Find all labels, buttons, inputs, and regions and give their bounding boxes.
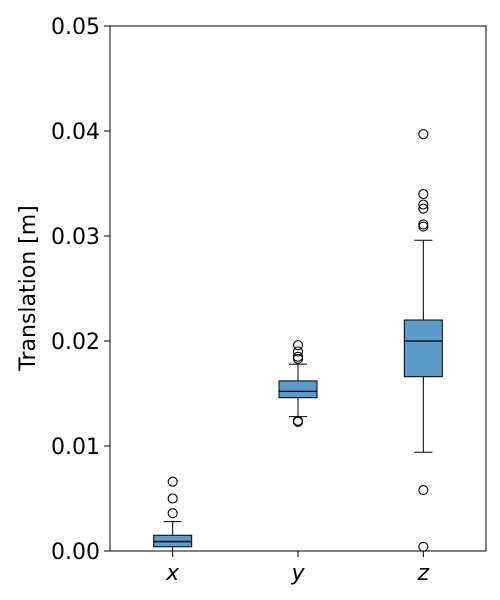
x-axis: x y z	[165, 551, 430, 586]
x-tick-label: y	[290, 561, 305, 586]
outlier-point	[292, 351, 304, 362]
y-tick-label: 0.02	[51, 330, 100, 355]
box-iqr	[278, 380, 318, 399]
plot-frame	[109, 25, 487, 552]
outlier-point	[292, 340, 304, 351]
box-group-z	[403, 129, 443, 552]
x-tick-label: z	[417, 561, 430, 586]
x-tick-label: x	[165, 561, 180, 586]
plot-area	[153, 129, 443, 552]
outlier-point	[167, 493, 178, 504]
box-group-y	[278, 340, 318, 427]
outlier-point	[292, 346, 304, 357]
outlier-point	[418, 221, 429, 232]
y-tick-label: 0.00	[51, 540, 100, 565]
outlier-point	[167, 476, 178, 487]
outlier-point	[167, 508, 178, 519]
outlier-point	[418, 541, 429, 552]
y-tick-label: 0.03	[51, 225, 100, 250]
outlier-point	[418, 188, 429, 200]
y-tick-label: 0.04	[51, 120, 100, 145]
y-axis-label: Translation [m]	[16, 205, 41, 371]
outlier-point	[418, 129, 429, 140]
outlier-point	[418, 203, 429, 214]
outlier-point	[418, 199, 429, 210]
outlier-point	[418, 219, 429, 230]
box-group-x	[153, 476, 193, 552]
y-tick-label: 0.01	[51, 435, 100, 460]
y-tick-label: 0.05	[51, 15, 100, 40]
y-axis: 0.00 0.01 0.02 0.03 0.04 0.05	[51, 15, 110, 565]
box-iqr	[403, 319, 443, 378]
outlier-point	[292, 415, 304, 426]
outlier-point	[418, 485, 429, 496]
